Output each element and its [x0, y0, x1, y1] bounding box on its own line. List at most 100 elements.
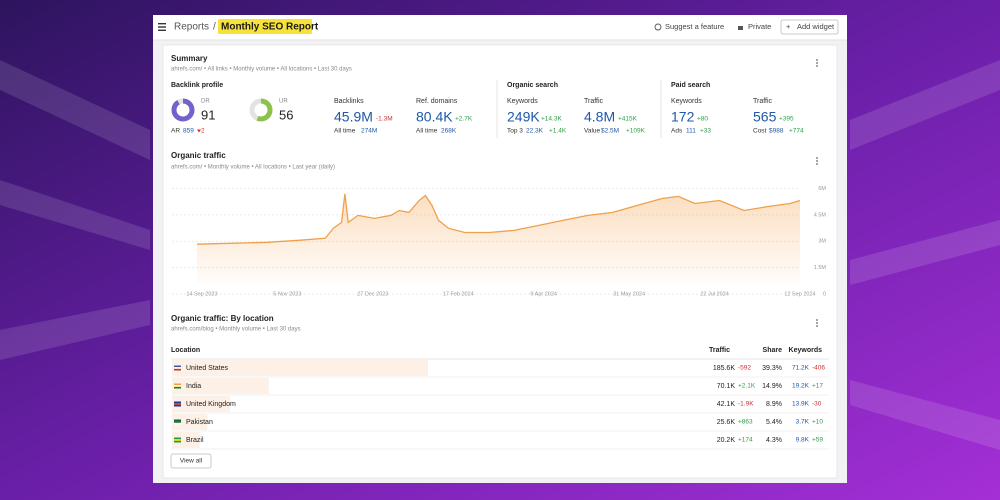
metric-label: Ref. domains: [416, 98, 458, 105]
traffic-bar: [172, 432, 200, 448]
metric-change: -1.3M: [376, 116, 393, 123]
metric-label: Keywords: [671, 98, 702, 105]
x-tick-label: 22 Jul 2024: [700, 291, 728, 297]
metric-sub-change: +1.4K: [549, 128, 567, 135]
plus-icon: +: [786, 22, 791, 31]
privacy-status: Private: [748, 22, 771, 31]
group-title: Organic search: [507, 82, 558, 89]
x-tick-label: 27 Dec 2023: [357, 291, 388, 297]
area-fill: [197, 193, 800, 284]
metric-value: 80.4K: [416, 109, 453, 125]
flag: [174, 368, 181, 371]
metric-sub-label: All time: [334, 128, 356, 135]
report-title: Monthly SEO Report: [221, 22, 319, 33]
flag: [174, 439, 181, 441]
metric-sub-label: Ads: [671, 128, 683, 135]
x-tick-label: 12 Sep 2024: [784, 291, 815, 297]
view-all-button[interactable]: [170, 453, 212, 469]
y-tick-label: 1.5M: [814, 265, 827, 271]
section-subtitle: ahrefs.com/ • Monthly volume • All locat…: [171, 165, 335, 171]
column-header: Keywords: [789, 347, 823, 354]
metric-sub-value: $988: [769, 128, 784, 135]
traffic-line: [196, 193, 801, 245]
location-name: Pakistan: [186, 419, 213, 426]
y-tick-label: 6M: [818, 186, 826, 192]
traffic-change: -1.9K: [738, 401, 754, 408]
more-menu[interactable]: [816, 59, 818, 67]
keywords-change: +10: [812, 419, 823, 426]
share-value: 14.9%: [762, 383, 782, 390]
metric-value: 565: [753, 109, 777, 125]
metric-change: +80: [697, 116, 708, 123]
flag: [174, 367, 181, 369]
share-value: 5.4%: [766, 419, 782, 426]
menu-icon[interactable]: [158, 23, 166, 31]
column-header: Share: [763, 347, 783, 354]
down-arrow: [197, 129, 201, 133]
keywords-change: -406: [812, 365, 825, 372]
flag: [174, 404, 181, 407]
metric-change: +14.3K: [541, 116, 562, 123]
add-widget-button[interactable]: [780, 19, 839, 35]
metric-sub-label: AR: [171, 128, 180, 135]
keywords-value: 9.8K: [796, 437, 810, 444]
share-value: 8.9%: [766, 401, 782, 408]
traffic-change: +863: [738, 419, 753, 426]
metric-sub-change: 2: [201, 128, 205, 135]
group-title: Paid search: [671, 82, 710, 89]
metric-sub-label: Top 3: [507, 128, 523, 135]
flag: [174, 383, 181, 386]
metric-sub-value: $2.5M: [601, 128, 619, 135]
keywords-value: 19.2K: [792, 383, 810, 390]
metric-sub-value: 859: [183, 128, 194, 135]
x-tick-label: 14 Sep 2023: [186, 291, 217, 297]
metric-sub-change: +109K: [626, 128, 646, 135]
metric-change: +415K: [618, 116, 638, 123]
flag: [174, 386, 181, 389]
traffic-change: +174: [738, 437, 753, 444]
flag: [174, 421, 181, 423]
keywords-value: 3.7K: [796, 419, 810, 426]
add-widget: Add widget: [797, 22, 835, 31]
traffic-bar: [172, 378, 269, 394]
section-subtitle: ahrefs.com/blog • Monthly volume • Last …: [171, 327, 301, 333]
location-name: United Kingdom: [186, 401, 236, 408]
keywords-value: 71.2K: [792, 365, 810, 372]
metric-label: Traffic: [753, 98, 773, 105]
flag: [174, 419, 181, 422]
flag: [174, 365, 181, 368]
background-stripes: [0, 60, 1000, 450]
traffic-value: 185.6K: [713, 365, 736, 372]
column-header: Location: [171, 347, 200, 354]
section-title: Summary: [171, 54, 208, 63]
share-value: 4.3%: [766, 437, 782, 444]
metric-label: Backlinks: [334, 98, 364, 105]
flag: [174, 437, 181, 440]
view-all[interactable]: View all: [180, 458, 203, 465]
section-title: Organic traffic: [171, 151, 226, 160]
breadcrumb-separator: /: [213, 22, 216, 33]
keywords-value: 13.9K: [792, 401, 810, 408]
donut-arc: [171, 98, 195, 122]
metric-sub-value: 22.3K: [526, 128, 544, 135]
donut-arc: [249, 98, 273, 122]
suggest-feature: Suggest a feature: [665, 22, 724, 31]
traffic-bar: [172, 360, 428, 376]
group-title: Backlink profile: [171, 82, 223, 89]
x-tick-label: 17 Feb 2024: [443, 291, 474, 297]
traffic-value: 25.6K: [717, 419, 736, 426]
metric-label: Traffic: [584, 98, 604, 105]
more-menu[interactable]: [816, 157, 818, 165]
x-tick-label: 31 May 2024: [613, 291, 645, 297]
metric-sub-value: 268K: [441, 128, 457, 135]
traffic-bar: [172, 396, 231, 412]
more-menu[interactable]: [816, 319, 818, 327]
title-highlight: [218, 19, 312, 34]
location-name: Brazil: [186, 437, 204, 444]
metric-value: 91: [201, 107, 215, 122]
metric-label: Keywords: [507, 98, 538, 105]
flag: [174, 401, 181, 404]
traffic-value: 70.1K: [717, 383, 736, 390]
location-name: United States: [186, 365, 229, 372]
